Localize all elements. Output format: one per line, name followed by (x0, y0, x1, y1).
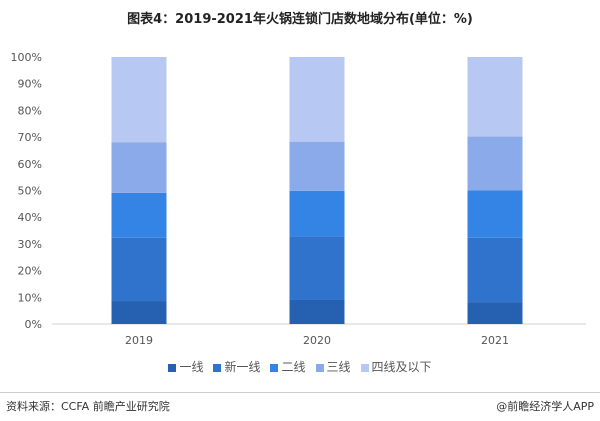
bar-segment-2019 (111, 237, 167, 302)
y-tick-label: 0% (25, 318, 42, 331)
bar-segment-2021 (467, 57, 523, 137)
x-tick-label: 2019 (125, 334, 153, 347)
legend-item: 二线 (270, 358, 306, 375)
legend-swatch (168, 363, 177, 372)
bar-segment-2019 (111, 301, 167, 324)
bar-segment-2021 (467, 136, 523, 191)
legend-swatch (315, 363, 324, 372)
legend-item: 三线 (315, 358, 351, 375)
bar-segment-2021 (467, 302, 523, 324)
legend-label: 三线 (326, 360, 351, 374)
x-tick-label: 2020 (303, 334, 331, 347)
legend-item: 四线及以下 (360, 358, 432, 375)
legend-swatch (270, 363, 279, 372)
legend-label: 四线及以下 (371, 360, 432, 374)
x-tick-label: 2021 (481, 334, 509, 347)
bar-segment-2020 (289, 141, 345, 191)
legend-label: 新一线 (224, 360, 261, 374)
y-tick-label: 30% (18, 238, 42, 251)
source-note: 资料来源：CCFA 前瞻产业研究院 (6, 400, 170, 413)
y-tick-label: 80% (18, 104, 42, 117)
y-tick-label: 40% (18, 211, 42, 224)
divider (0, 392, 600, 393)
bar-segment-2021 (467, 237, 523, 303)
y-tick-label: 10% (18, 291, 42, 304)
bar-segment-2020 (289, 236, 345, 300)
bar-segment-2019 (111, 142, 167, 193)
bar-segment-2019 (111, 57, 167, 143)
y-tick-label: 50% (18, 185, 42, 198)
brand-credit: @前瞻经济学人APP (496, 400, 594, 413)
y-tick-label: 90% (18, 78, 42, 91)
bar-segment-2019 (111, 192, 167, 238)
legend-swatch (360, 363, 369, 372)
bar-segment-2021 (467, 190, 523, 238)
legend-swatch (213, 363, 222, 372)
legend-item: 新一线 (213, 358, 260, 375)
chart-title: 图表4：2019-2021年火锅连锁门店数地域分布(单位：%) (127, 12, 473, 27)
bar-segment-2020 (289, 190, 345, 237)
legend-label: 一线 (179, 360, 204, 374)
bar-segment-2020 (289, 57, 345, 142)
y-tick-label: 70% (18, 131, 42, 144)
y-tick-label: 20% (18, 265, 42, 278)
y-tick-label: 100% (11, 51, 42, 64)
legend-label: 二线 (281, 360, 306, 374)
y-tick-label: 60% (18, 158, 42, 171)
legend-item: 一线 (168, 358, 203, 375)
legend: 一线 新一线 二线 三线 四线及以下 (0, 358, 600, 375)
bar-segment-2020 (289, 299, 345, 324)
